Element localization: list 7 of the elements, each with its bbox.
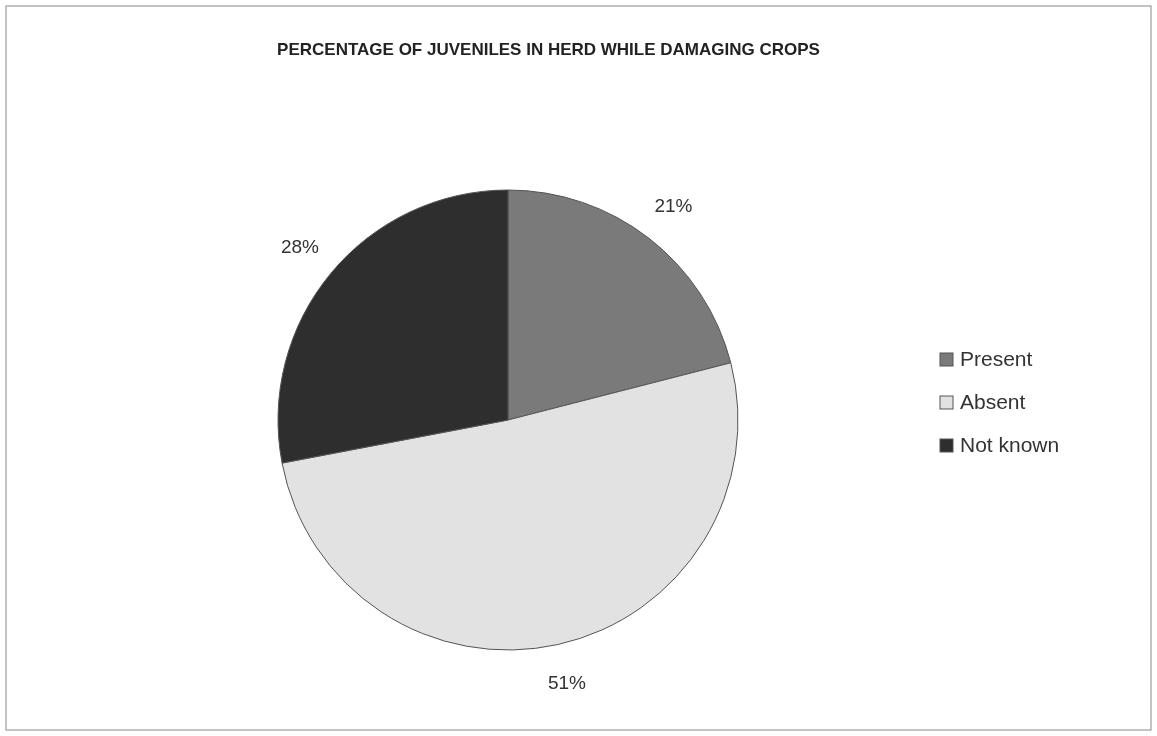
chart-title: PERCENTAGE OF JUVENILES IN HERD WHILE DAMAGING CROPS (277, 40, 820, 59)
data-label: 28% (280, 235, 320, 257)
legend-label: Present (960, 346, 1033, 370)
legend-label: Not known (960, 432, 1060, 456)
data-label: 51% (547, 671, 587, 693)
legend-label: Absent (960, 389, 1026, 413)
data-label: 21% (654, 194, 693, 216)
